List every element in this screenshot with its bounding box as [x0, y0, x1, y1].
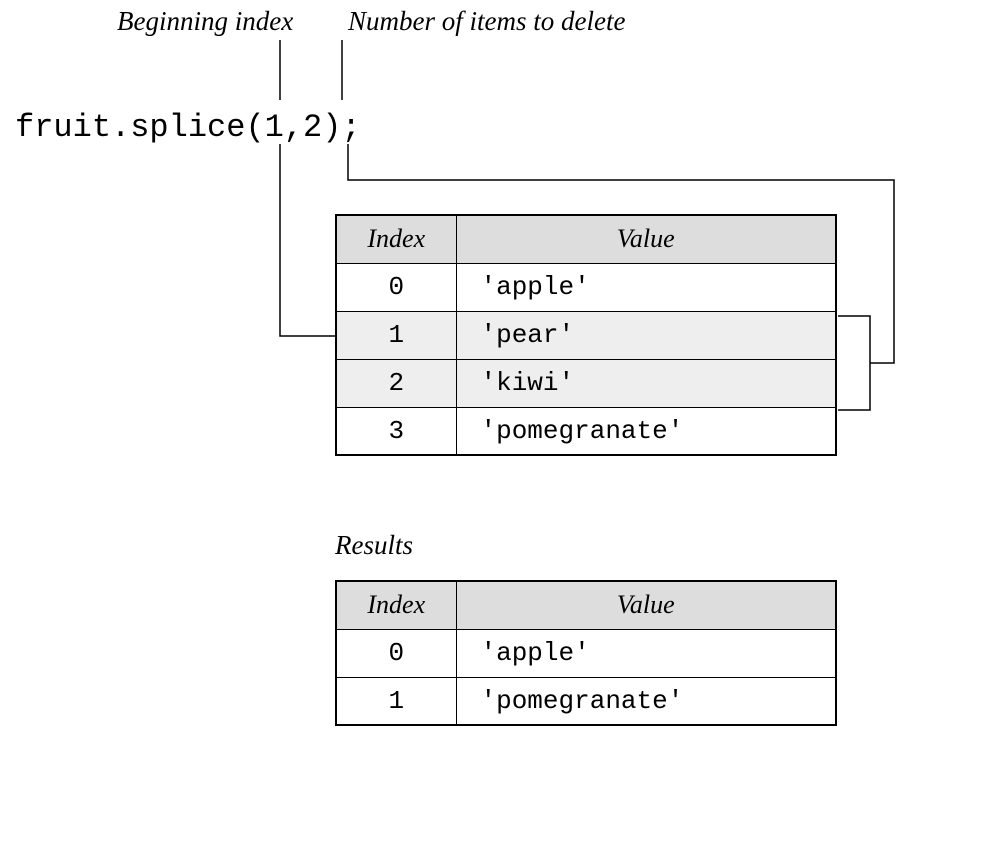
table-row: 1 'pear' — [336, 311, 836, 359]
cell-value: 'apple' — [456, 263, 836, 311]
label-beginning-index: Beginning index — [117, 6, 293, 37]
code-line: fruit.splice(1,2); — [15, 109, 361, 146]
table-row: 0 'apple' — [336, 629, 836, 677]
cell-value: 'pomegranate' — [456, 407, 836, 455]
label-number-to-delete: Number of items to delete — [348, 6, 625, 37]
cell-value: 'kiwi' — [456, 359, 836, 407]
table-row: 3 'pomegranate' — [336, 407, 836, 455]
table-before-header-index: Index — [336, 215, 456, 263]
table-after: Index Value 0 'apple' 1 'pomegranate' — [335, 580, 837, 726]
cell-index: 3 — [336, 407, 456, 455]
table-after-header-value: Value — [456, 581, 836, 629]
label-results: Results — [335, 530, 413, 561]
cell-index: 2 — [336, 359, 456, 407]
cell-index: 1 — [336, 311, 456, 359]
table-before: Index Value 0 'apple' 1 'pear' 2 'kiwi' … — [335, 214, 837, 456]
cell-value: 'pomegranate' — [456, 677, 836, 725]
table-row: 1 'pomegranate' — [336, 677, 836, 725]
cell-value: 'pear' — [456, 311, 836, 359]
table-row: 2 'kiwi' — [336, 359, 836, 407]
cell-index: 0 — [336, 629, 456, 677]
table-after-header-index: Index — [336, 581, 456, 629]
cell-index: 1 — [336, 677, 456, 725]
table-before-header-value: Value — [456, 215, 836, 263]
cell-index: 0 — [336, 263, 456, 311]
table-row: 0 'apple' — [336, 263, 836, 311]
cell-value: 'apple' — [456, 629, 836, 677]
